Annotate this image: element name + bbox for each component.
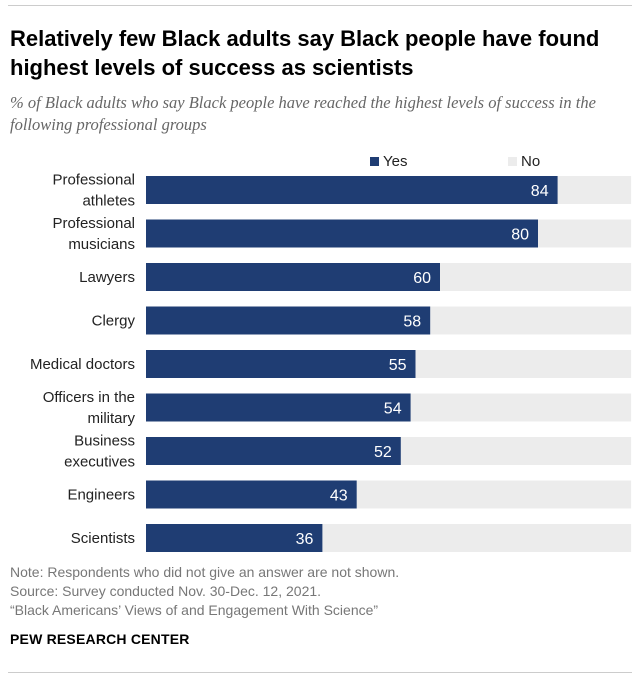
legend-no-label: No [521, 153, 541, 170]
bar-yes [146, 393, 411, 422]
bar-value-label: 43 [330, 488, 348, 505]
bar-yes [146, 219, 538, 248]
top-divider [8, 5, 632, 6]
note-text: Note: Respondents who did not give an an… [10, 564, 400, 580]
bar-no [557, 176, 632, 204]
category-label: Scientists [71, 530, 135, 547]
category-label: executives [64, 454, 135, 471]
legend-no-swatch [508, 157, 517, 166]
bar-value-label: 55 [389, 357, 407, 374]
category-label: Professional [52, 215, 135, 232]
bar-yes [146, 263, 440, 291]
bottom-divider [8, 672, 632, 673]
bar-no [430, 306, 632, 335]
category-label: military [88, 410, 136, 427]
bar-value-label: 54 [384, 401, 402, 418]
category-label: Engineers [67, 487, 135, 504]
category-label: athletes [82, 193, 135, 210]
bar-no [415, 350, 632, 378]
category-label: Business [74, 433, 135, 450]
bar-yes [146, 350, 416, 378]
legend-no: No [508, 153, 540, 170]
chart-title: Relatively few Black adults say Black pe… [10, 26, 600, 80]
category-label: Medical doctors [30, 356, 135, 373]
bar-no [538, 219, 632, 248]
legend-yes-swatch [370, 157, 379, 166]
bar-chart: 84 Professional athletes 80 Professional musi… [30, 172, 632, 552]
pew-logo-text: PEW RESEARCH CENTER [10, 631, 190, 647]
category-label: Clergy [92, 313, 136, 330]
bar-value-label: 80 [511, 227, 529, 244]
bar-value-label: 58 [403, 314, 421, 331]
bar-yes [146, 176, 558, 204]
bar-no [322, 524, 632, 552]
bar-yes [146, 524, 323, 552]
bar-yes [146, 306, 431, 335]
bar-no [440, 263, 632, 291]
bar-no [356, 480, 632, 509]
bar-yes [146, 480, 357, 509]
bar-no [410, 393, 632, 422]
category-label: Professional [52, 172, 135, 189]
report-text: “Black Americans’ Views of and Engagemen… [10, 602, 379, 618]
category-label: Officers in the [43, 389, 135, 406]
bar-value-label: 60 [413, 270, 431, 287]
legend-yes-label: Yes [383, 153, 408, 170]
legend-yes: Yes [370, 153, 407, 170]
notes-block: Note: Respondents who did not give an an… [10, 563, 399, 620]
category-label: musicians [68, 236, 135, 253]
bar-yes [146, 437, 401, 465]
bar-value-label: 36 [296, 531, 314, 548]
category-label: Lawyers [79, 269, 135, 286]
bar-value-label: 52 [374, 444, 392, 461]
source-text: Source: Survey conducted Nov. 30-Dec. 12… [10, 583, 322, 599]
chart-subtitle: % of Black adults who say Black people h… [10, 93, 596, 134]
bar-value-label: 84 [531, 183, 549, 200]
bar-no [400, 437, 632, 465]
